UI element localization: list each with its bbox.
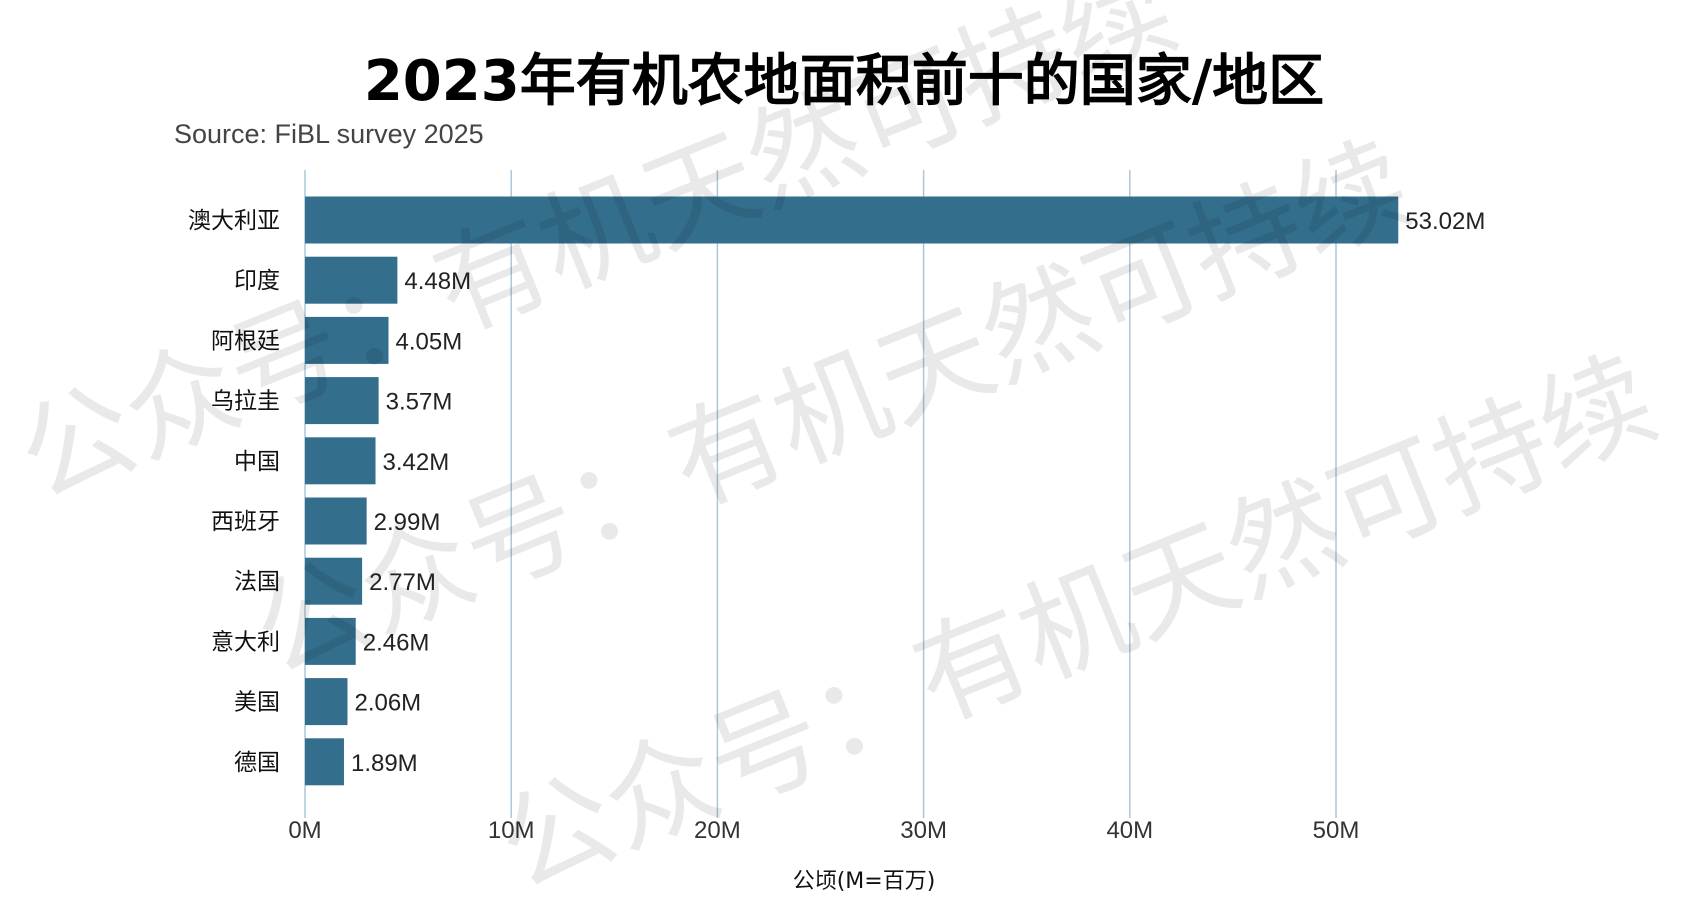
data-label: 2.99M (374, 509, 441, 536)
data-label: 4.48M (404, 268, 471, 295)
data-label: 4.05M (396, 328, 463, 355)
x-tick-label: 30M (900, 817, 947, 844)
data-label: 2.06M (354, 690, 421, 717)
data-label: 2.77M (369, 569, 436, 596)
category-label: 澳大利亚 (188, 208, 280, 234)
bars (305, 196, 1399, 786)
bar (305, 377, 379, 425)
category-label: 印度 (234, 268, 280, 294)
category-label: 法国 (234, 569, 280, 595)
bar (305, 617, 356, 665)
bar (305, 256, 398, 304)
bar (305, 497, 367, 545)
data-label: 3.57M (386, 389, 453, 416)
bar (305, 678, 348, 726)
x-tick-label: 20M (694, 817, 741, 844)
bar (305, 557, 363, 605)
x-axis-ticks: 0M 10M 20M 30M 40M 50M (288, 817, 1359, 844)
bar (305, 437, 376, 485)
category-label: 德国 (234, 750, 280, 776)
x-tick-label: 50M (1313, 817, 1360, 844)
x-axis-label: 公顷(M=百万) (793, 869, 936, 894)
bar (305, 196, 1399, 244)
chart-source: Source: FiBL survey 2025 (174, 119, 484, 149)
chart-title: 2023年有机农地面积前十的国家/地区 (364, 49, 1324, 114)
category-label: 乌拉圭 (211, 389, 280, 415)
category-label: 阿根廷 (211, 328, 280, 354)
category-label: 美国 (234, 690, 280, 716)
bar (305, 316, 389, 364)
x-tick-label: 0M (288, 817, 321, 844)
category-label: 中国 (234, 449, 280, 475)
x-tick-label: 40M (1106, 817, 1153, 844)
data-label: 53.02M (1405, 208, 1485, 235)
data-label: 2.46M (363, 629, 430, 656)
category-label: 西班牙 (211, 509, 280, 535)
category-label: 意大利 (211, 629, 280, 655)
bar (305, 738, 344, 786)
data-label: 3.42M (383, 449, 450, 476)
x-tick-label: 10M (488, 817, 535, 844)
data-label: 1.89M (351, 750, 418, 777)
value-labels: 53.02M 4.48M 4.05M 3.57M 3.42M 2.99M 2.77M 2.46… (351, 208, 1485, 777)
